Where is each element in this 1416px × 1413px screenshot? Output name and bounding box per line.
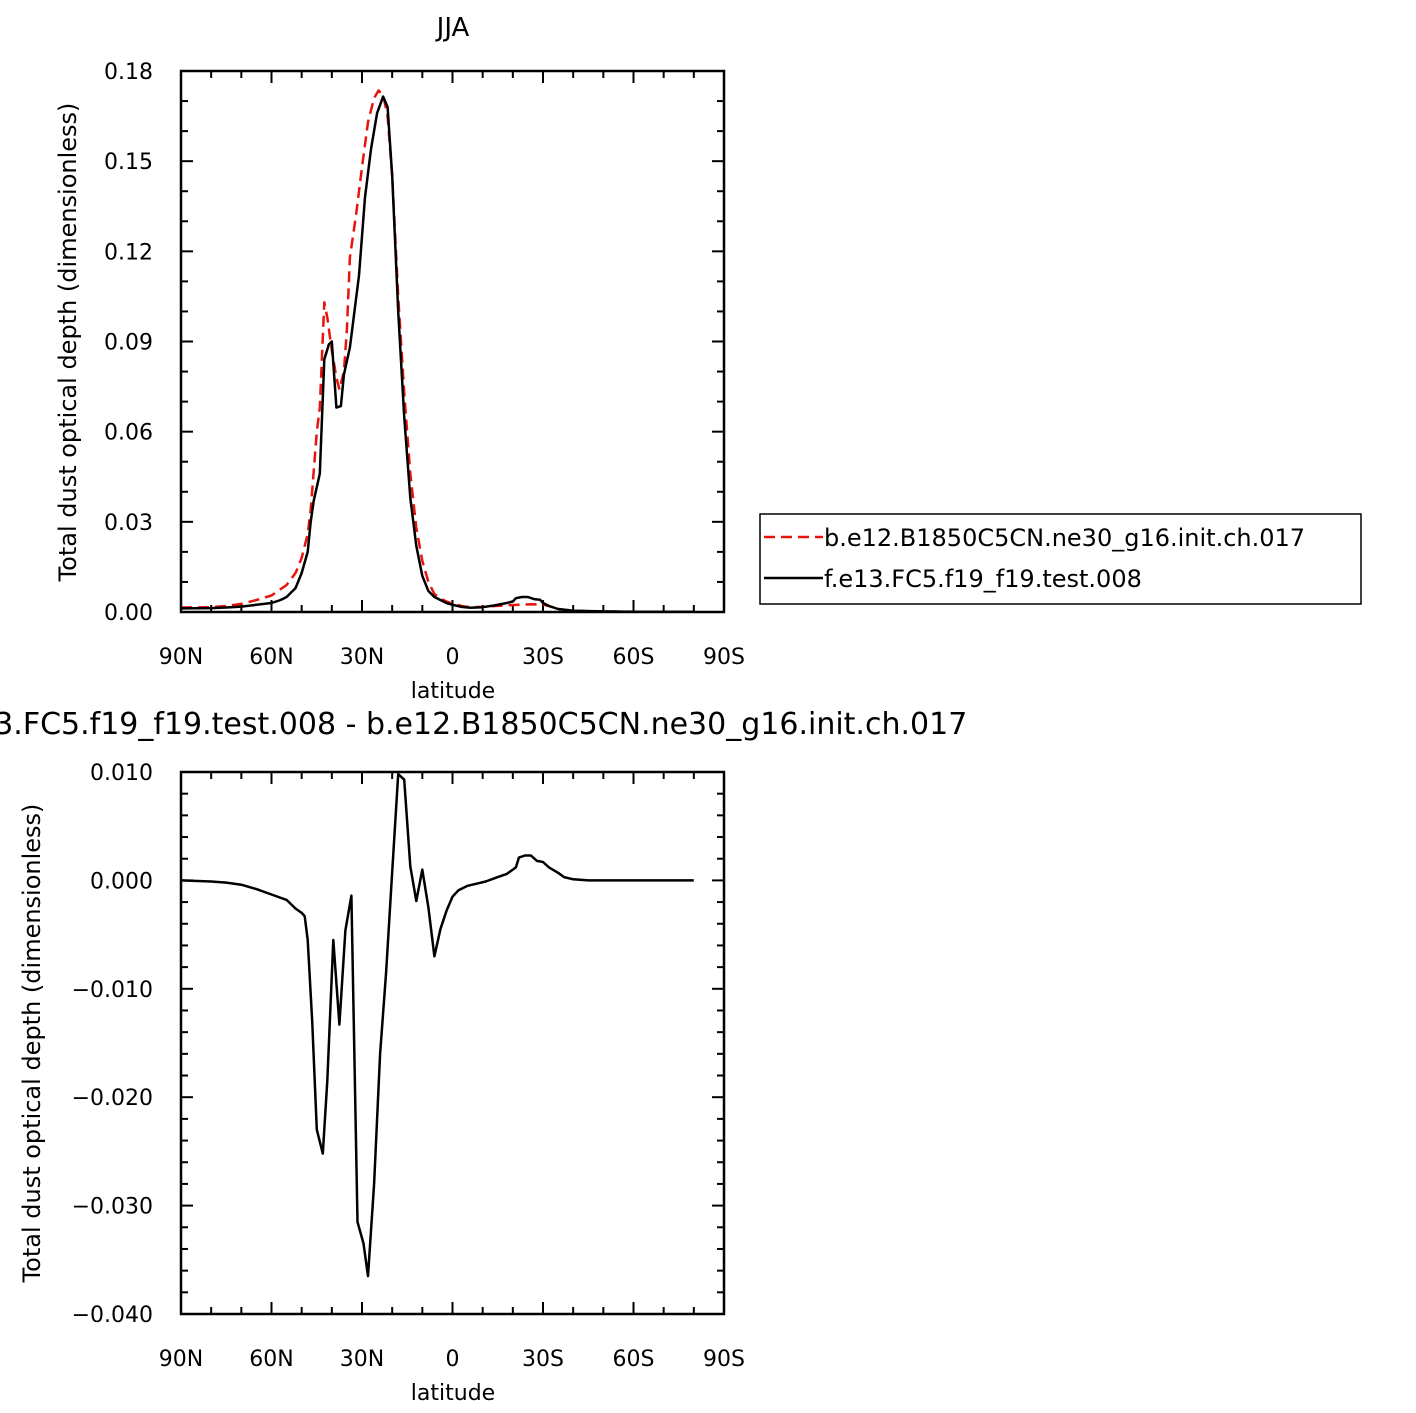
top-x-tick-label: 30N xyxy=(340,645,384,670)
top-x-tick-label: 60S xyxy=(613,645,655,670)
bottom-series-line-difference xyxy=(180,772,694,1278)
bottom-x-tick-label: 60N xyxy=(249,1347,293,1372)
top-plot-frame xyxy=(179,69,726,614)
top-y-tick-label: 0.18 xyxy=(104,60,153,85)
legend-box xyxy=(759,513,1362,605)
top-series-line-test xyxy=(180,95,694,613)
top-y-tick-label: 0.09 xyxy=(104,331,153,356)
bottom-x-tick-label: 0 xyxy=(446,1347,460,1372)
top-panel: JJA Total dust optical depth (dimensionl… xyxy=(54,13,745,704)
legend-label-control: b.e12.B1850C5CN.ne30_g16.init.ch.017 xyxy=(824,524,1305,552)
bottom-x-tick-label: 90S xyxy=(703,1347,745,1372)
bottom-y-tick-label: 0.010 xyxy=(90,761,153,786)
bottom-y-tick-label: 0.000 xyxy=(90,869,153,894)
bottom-y-tick-label: −0.010 xyxy=(72,978,153,1003)
bottom-x-axis-label: latitude xyxy=(411,1381,495,1406)
legend-label-test: f.e13.FC5.f19_f19.test.008 xyxy=(824,565,1142,593)
bottom-chart-title: f.e13.FC5.f19_f19.test.008 - b.e12.B1850… xyxy=(0,707,967,742)
top-plot-area: 90N 60N 30N 0 30S 60S 90S 0.00 0.03 0.06 0.09 0.12 0… xyxy=(104,60,745,670)
bottom-panel: f.e13.FC5.f19_f19.test.008 - b.e12.B1850… xyxy=(0,707,967,1406)
bottom-y-tick-label: −0.030 xyxy=(72,1195,153,1220)
top-chart-title: JJA xyxy=(435,13,470,43)
legend: b.e12.B1850C5CN.ne30_g16.init.ch.017 f.e… xyxy=(759,513,1362,605)
top-x-tick-label: 90S xyxy=(703,645,745,670)
top-series-line-control xyxy=(180,89,694,613)
bottom-y-tick-label: −0.020 xyxy=(72,1086,153,1111)
top-y-tick-label: 0.00 xyxy=(104,601,153,626)
top-x-tick-label: 90N xyxy=(159,645,203,670)
top-y-tick-label: 0.03 xyxy=(104,511,153,536)
top-x-tick-label: 30S xyxy=(522,645,564,670)
bottom-plot-area: 90N 60N 30N 0 30S 60S 90S −0.040 −0.030 −0.020 −0.… xyxy=(72,761,745,1372)
bottom-y-axis-label: Total dust optical depth (dimensionless) xyxy=(18,804,46,1284)
top-y-tick-label: 0.15 xyxy=(104,150,153,175)
top-x-tick-label: 0 xyxy=(446,645,460,670)
top-y-tick-label: 0.06 xyxy=(104,421,153,446)
top-y-axis-label: Total dust optical depth (dimensionless) xyxy=(54,103,82,583)
bottom-x-tick-label: 30N xyxy=(340,1347,384,1372)
bottom-y-tick-label: −0.040 xyxy=(72,1303,153,1328)
top-y-tick-label: 0.12 xyxy=(104,240,153,265)
bottom-x-tick-label: 30S xyxy=(522,1347,564,1372)
bottom-x-tick-label: 90N xyxy=(159,1347,203,1372)
bottom-plot-frame xyxy=(179,770,726,1316)
bottom-x-tick-label: 60S xyxy=(613,1347,655,1372)
top-x-axis-label: latitude xyxy=(411,679,495,704)
top-x-tick-label: 60N xyxy=(249,645,293,670)
